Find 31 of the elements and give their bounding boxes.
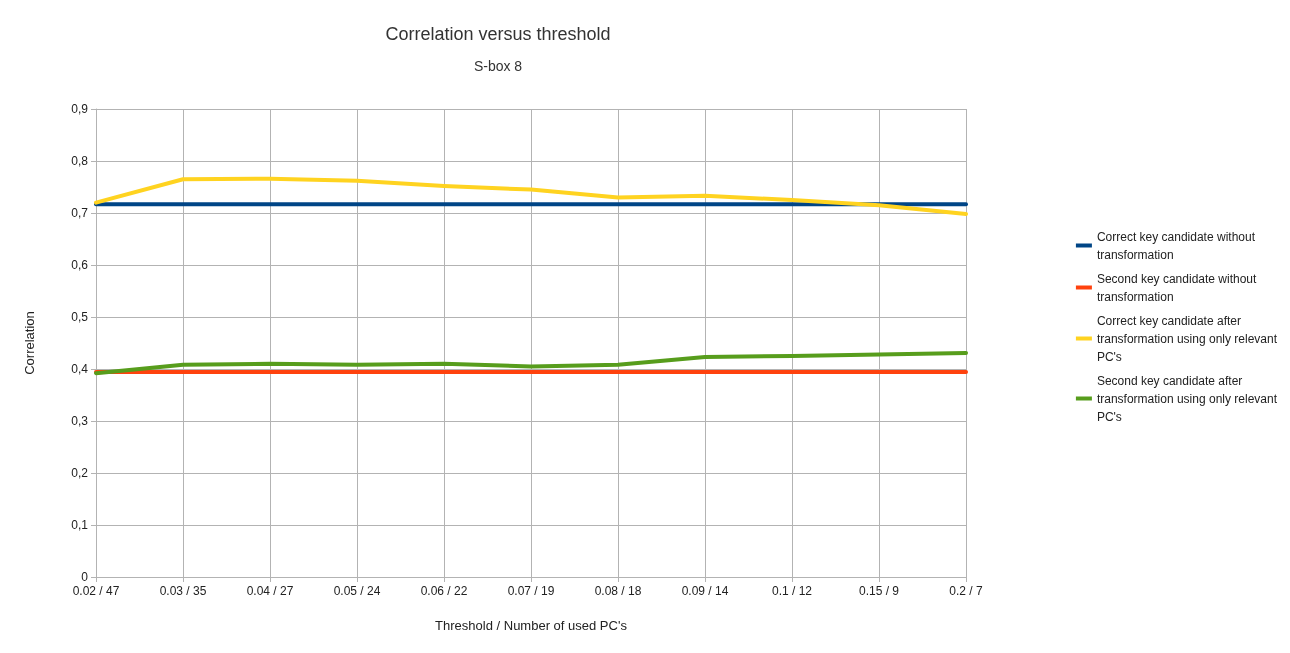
x-tick-label: 0.15 / 9 [858,584,900,598]
x-tick-label: 0.03 / 35 [159,584,207,598]
line-series [94,350,968,376]
x-tick-label: 0.02 / 47 [72,584,120,598]
x-tick-label: 0.09 / 14 [681,584,729,598]
y-tick-label: 0,5 [71,310,89,324]
chart-title: Correlation versus threshold [385,24,611,44]
x-tick-label: 0.04 / 27 [246,584,294,598]
x-tick-label: 0.06 / 22 [420,584,468,598]
y-tick-label: 0,8 [71,154,89,168]
x-tick-label: 0.2 / 7 [949,584,983,598]
legend-label: Second key candidate after transformation using only relevant PC's [1096,373,1278,424]
legend-label: Correct key candidate after transformation using only relevant PC's [1096,313,1278,364]
y-tick-label: 0,2 [71,466,89,480]
x-axis-title: Threshold / Number of used PC's [435,618,628,633]
legend-label: Correct key candidate without transformation [1096,229,1256,262]
legend-label: Second key candidate without transformation [1096,271,1258,304]
x-tick-label: 0.05 / 24 [333,584,381,598]
y-axis-title: Correlation [22,311,37,375]
x-tick-label: 0.08 / 18 [594,584,642,598]
y-tick-label: 0,4 [71,362,89,376]
y-tick-label: 0,1 [71,518,89,532]
line-series [94,176,968,217]
y-tick-label: 0,7 [71,206,89,220]
y-tick-label: 0,9 [71,102,89,116]
y-tick-label: 0 [81,570,89,584]
y-tick-label: 0,6 [71,258,89,272]
x-tick-label: 0.1 / 12 [771,584,813,598]
y-tick-label: 0,3 [71,414,89,428]
chart-subtitle: S-box 8 [473,58,523,74]
x-tick-label: 0.07 / 19 [507,584,555,598]
